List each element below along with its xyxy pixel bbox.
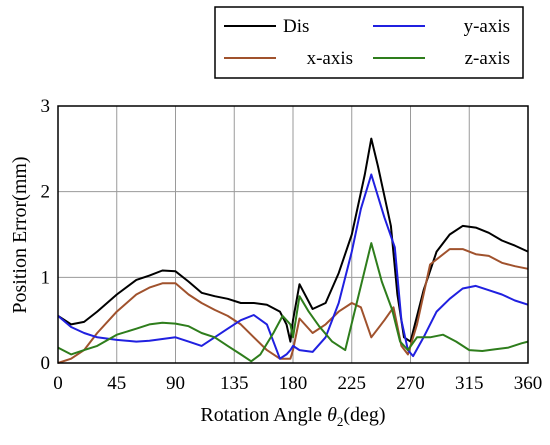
legend-entries: Dis x-axis y-axis z-axis [224,16,510,69]
x-tick-label: 90 [166,373,185,394]
legend-label-Dis: Dis [283,16,309,37]
y-axis-label: Position Error(mm) [9,156,31,313]
x-axis-label-subscript: 2 [337,414,344,429]
x-tick-label: 270 [396,373,425,394]
x-tick-label: 225 [338,373,367,394]
x-tick-label: 180 [279,373,308,394]
series-line-z-axis [57,242,529,363]
x-axis-label-symbol: θ [327,404,337,426]
tick-labels: 0 45 90 135 180 225 270 315 360 0 1 2 3 [41,96,543,394]
x-tick-label: 360 [514,373,543,394]
x-tick-label: 45 [107,373,126,394]
grid [58,106,528,363]
legend [214,6,524,79]
series-line-y-axis [57,173,529,360]
x-axis-label: Rotation Angle θ2(deg) [200,404,385,429]
x-axis-label-suffix: (deg) [343,404,385,426]
x-tick-label: 0 [53,373,63,394]
series-line-x-axis [57,248,529,364]
y-tick-label: 1 [41,267,51,288]
x-tick-label: 135 [220,373,249,394]
y-tick-label: 0 [41,353,51,374]
series-lines [57,137,529,364]
legend-label-y-axis: y-axis [464,16,510,37]
y-tick-label: 2 [41,182,51,203]
plot-area [57,105,529,364]
y-tick-label: 3 [41,96,51,117]
legend-label-x-axis: x-axis [307,48,353,69]
x-axis-label-prefix: Rotation Angle [200,404,327,426]
legend-label-z-axis: z-axis [465,48,510,69]
series-line-Dis [57,137,529,343]
x-tick-label: 315 [455,373,484,394]
